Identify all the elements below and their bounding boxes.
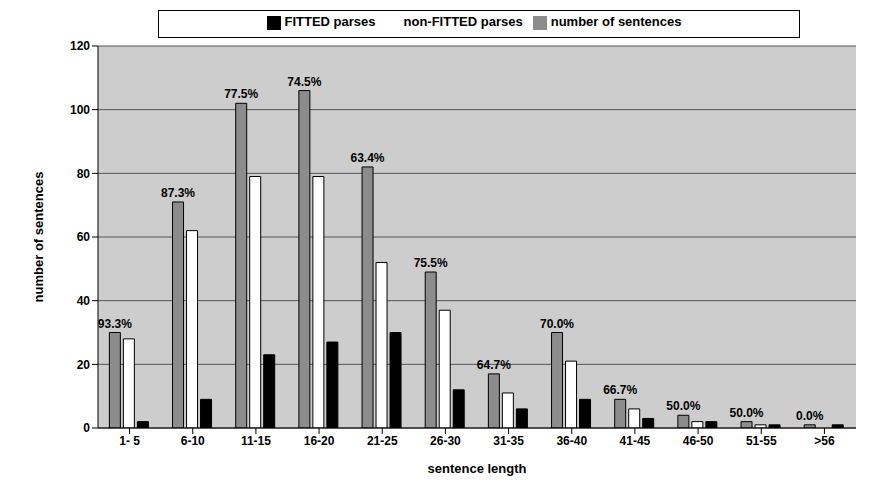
svg-text:75.5%: 75.5% <box>414 256 448 270</box>
svg-text:number of sentences: number of sentences <box>31 172 46 303</box>
svg-text:20: 20 <box>77 358 91 372</box>
svg-text:50.0%: 50.0% <box>730 406 764 420</box>
svg-text:31-35: 31-35 <box>493 434 524 448</box>
svg-text:60: 60 <box>77 230 91 244</box>
html-text:non-FITTED parses: non-FITTED parses <box>403 14 523 29</box>
svg-text:>56: >56 <box>814 434 835 448</box>
svg-text:16-20: 16-20 <box>304 434 335 448</box>
svg-text:66.7%: 66.7% <box>603 383 637 397</box>
svg-text:1- 5: 1- 5 <box>119 434 140 448</box>
svg-text:sentence length: sentence length <box>428 461 527 476</box>
svg-text:120: 120 <box>70 39 90 53</box>
svg-text:11-15: 11-15 <box>241 434 271 448</box>
svg-text:51-55: 51-55 <box>746 434 777 448</box>
svg-text:70.0%: 70.0% <box>540 317 574 331</box>
svg-text:64.7%: 64.7% <box>477 358 511 372</box>
svg-text:40: 40 <box>77 294 91 308</box>
svg-text:0.0%: 0.0% <box>796 409 824 423</box>
svg-text:36-40: 36-40 <box>556 434 587 448</box>
svg-text:21-25: 21-25 <box>367 434 398 448</box>
svg-text:100: 100 <box>70 103 90 117</box>
svg-text:74.5%: 74.5% <box>287 75 321 89</box>
html-text:number of sentences: number of sentences <box>550 14 682 29</box>
svg-text:77.5%: 77.5% <box>224 87 258 101</box>
svg-text:63.4%: 63.4% <box>351 151 385 165</box>
svg-text:41-45: 41-45 <box>620 434 651 448</box>
svg-text:6-10: 6-10 <box>181 434 205 448</box>
svg-text:46-50: 46-50 <box>683 434 714 448</box>
html-text:FITTED parses: FITTED parses <box>284 14 376 29</box>
svg-text:93.3%: 93.3% <box>98 317 132 331</box>
svg-text:80: 80 <box>77 167 91 181</box>
svg-text:0: 0 <box>83 421 90 435</box>
svg-text:26-30: 26-30 <box>430 434 461 448</box>
svg-text:50.0%: 50.0% <box>666 399 700 413</box>
svg-text:87.3%: 87.3% <box>161 186 195 200</box>
